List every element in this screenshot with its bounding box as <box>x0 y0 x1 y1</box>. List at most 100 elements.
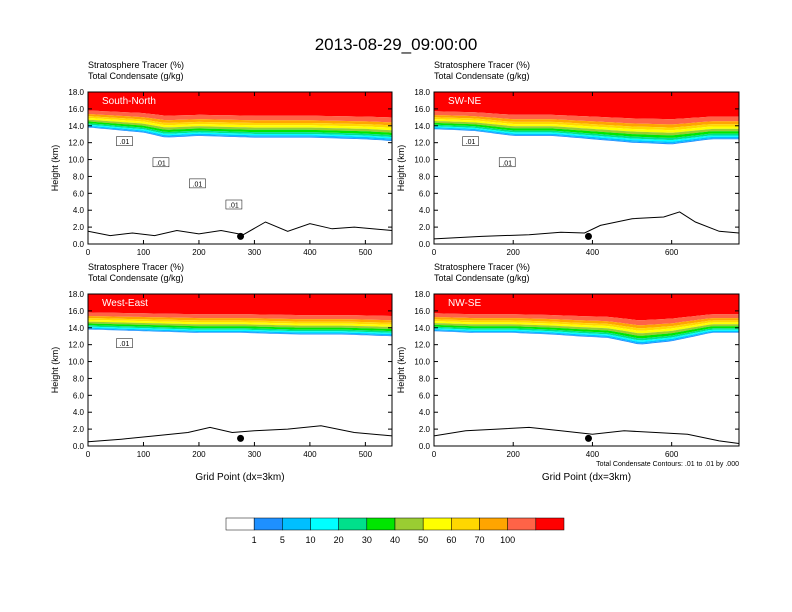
panel-west-east: Stratosphere Tracer (%)Total Condensate … <box>50 262 393 483</box>
plot-area: .01 .01 .01 .01 <box>88 92 392 240</box>
panel-south-north: Stratosphere Tracer (%)Total Condensate … <box>50 60 393 257</box>
x-tick-label: 600 <box>665 248 679 257</box>
panel-nw-se: Stratosphere Tracer (%)Total Condensate … <box>396 262 740 483</box>
x-tick-label: 100 <box>137 450 151 459</box>
y-tick-label: 6.0 <box>73 189 85 198</box>
colorbar-label: 10 <box>305 535 315 545</box>
colorbar-swatch <box>507 517 537 531</box>
x-tick-label: 500 <box>359 450 373 459</box>
tracer-band-4 <box>88 319 392 327</box>
tracer-band-9 <box>434 127 739 144</box>
tracer-band-3 <box>88 318 392 325</box>
terrain-line <box>434 211 739 240</box>
contour-label-box <box>116 136 133 146</box>
tracer-band-3 <box>88 116 392 128</box>
tracer-band-6 <box>434 122 739 138</box>
colorbar-label: 50 <box>418 535 428 545</box>
tracer-band-4 <box>434 321 739 334</box>
panel-field-title: Stratosphere Tracer (%) <box>88 262 184 272</box>
y-tick-label: 10.0 <box>68 156 84 165</box>
colorbar: 1 5 10 20 30 40 50 60 70 100 <box>225 517 565 545</box>
y-tick-label: 16.0 <box>68 307 84 316</box>
tracer-band-7 <box>434 326 739 341</box>
tracer-band-6 <box>434 324 739 339</box>
contour-label-box <box>189 178 206 189</box>
y-tick-label: 18.0 <box>68 88 84 97</box>
x-tick-label: 0 <box>86 248 91 257</box>
contour-footnote: Total Condensate Contours: .01 to .01 by… <box>596 461 739 468</box>
contour-label: .01 <box>466 139 476 146</box>
panel-field-subtitle: Total Condensate (g/kg) <box>434 71 530 81</box>
tracer-band-7 <box>88 123 392 138</box>
tracer-band-1 <box>88 312 392 321</box>
y-tick-label: 14.0 <box>68 122 84 131</box>
plot-area <box>434 294 739 444</box>
contour-label: .01 <box>193 181 203 188</box>
tracer-band-0 <box>434 92 739 120</box>
panel-field-subtitle: Total Condensate (g/kg) <box>434 273 530 283</box>
tracer-band-8 <box>434 126 739 142</box>
y-tick-label: 0.0 <box>73 442 85 451</box>
panel-field-subtitle: Total Condensate (g/kg) <box>88 273 184 283</box>
colorbar-swatch <box>338 517 368 531</box>
contour-label-box <box>152 157 170 168</box>
x-tick-label: 0 <box>432 248 437 257</box>
tracer-band-0 <box>88 92 392 118</box>
colorbar-swatch <box>310 517 339 531</box>
y-tick-label: 12.0 <box>68 139 84 148</box>
contour-label-box <box>116 338 133 348</box>
y-tick-label: 4.0 <box>419 206 431 215</box>
contour-label: .01 <box>120 139 130 146</box>
contour-label: .01 <box>229 203 239 210</box>
colorbar-swatch <box>225 517 255 531</box>
terrain-line <box>88 221 392 237</box>
y-axis-label: Height (km) <box>396 145 406 192</box>
x-axis-label: Grid Point (dx=3km) <box>195 472 284 483</box>
panels: Stratosphere Tracer (%)Total Condensate … <box>50 60 740 483</box>
y-tick-label: 12.0 <box>414 341 430 350</box>
x-tick-label: 200 <box>192 248 206 257</box>
x-tick-label: 0 <box>86 450 91 459</box>
tracer-band-10 <box>434 330 739 345</box>
x-tick-label: 500 <box>359 248 373 257</box>
tracer-band-1 <box>88 110 392 123</box>
panel-label: South-North <box>102 96 156 107</box>
y-tick-label: 10.0 <box>414 156 430 165</box>
tracer-band-0 <box>434 294 739 321</box>
y-tick-label: 14.0 <box>414 122 430 131</box>
tracer-band-1 <box>434 313 739 326</box>
y-tick-label: 8.0 <box>73 374 85 383</box>
tracer-band-2 <box>434 317 739 329</box>
y-tick-label: 12.0 <box>68 341 84 350</box>
x-tick-label: 400 <box>586 450 600 459</box>
plot-frame <box>433 293 740 447</box>
tracer-band-1 <box>434 111 739 125</box>
colorbar-swatch <box>253 517 283 531</box>
x-tick-label: 200 <box>507 450 521 459</box>
plot-frame <box>87 293 393 447</box>
colorbar-swatch <box>535 517 565 531</box>
tracer-band-3 <box>434 117 739 131</box>
colorbar-swatch <box>451 517 480 531</box>
x-tick-label: 400 <box>303 248 317 257</box>
tracer-band-8 <box>88 326 392 335</box>
x-axis-label: Grid Point (dx=3km) <box>542 472 631 483</box>
y-tick-label: 6.0 <box>419 391 431 400</box>
colorbar-label: 5 <box>280 535 285 545</box>
plot-frame <box>433 91 740 245</box>
tracer-band-8 <box>88 124 392 139</box>
y-tick-label: 2.0 <box>73 223 85 232</box>
x-tick-label: 600 <box>665 450 679 459</box>
contour-label-box <box>225 199 243 210</box>
colorbar-label: 40 <box>390 535 400 545</box>
colorbar-swatch <box>366 517 396 531</box>
colorbar-label: 100 <box>500 535 515 545</box>
y-tick-label: 0.0 <box>419 240 431 249</box>
tracer-band-10 <box>88 126 392 141</box>
y-tick-label: 16.0 <box>414 307 430 316</box>
tracer-band-8 <box>434 328 739 342</box>
y-tick-label: 6.0 <box>73 391 85 400</box>
y-tick-label: 16.0 <box>414 105 430 114</box>
tracer-band-3 <box>434 319 739 331</box>
